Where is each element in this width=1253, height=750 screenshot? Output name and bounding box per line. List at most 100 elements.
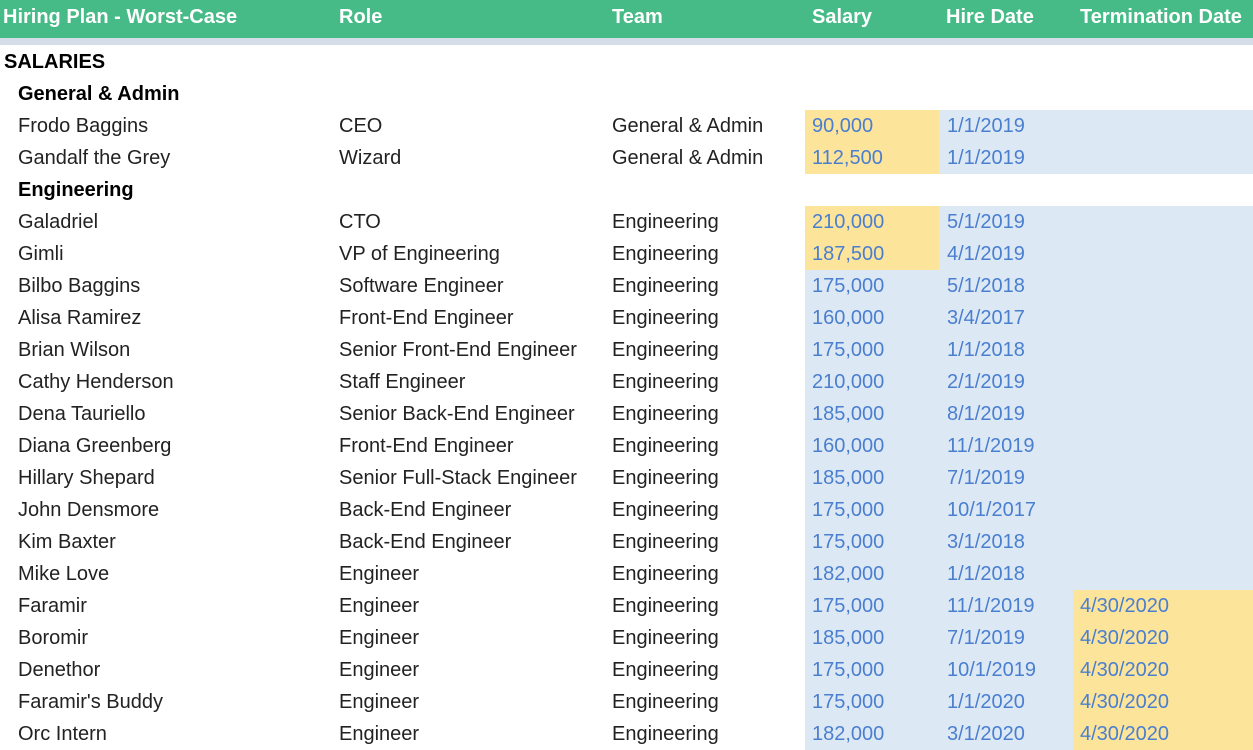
name-cell[interactable]: Orc Intern xyxy=(18,723,107,745)
team-cell[interactable]: Engineering xyxy=(612,531,719,553)
team-cell[interactable]: Engineering xyxy=(612,211,719,233)
role-cell[interactable]: Engineer xyxy=(339,659,420,681)
role-cell[interactable]: Wizard xyxy=(339,147,402,169)
name-cell[interactable]: Faramir's Buddy xyxy=(18,691,163,713)
sheet-title[interactable]: Hiring Plan - Worst-Case xyxy=(3,6,238,28)
salary-cell[interactable]: 160,000 xyxy=(805,302,939,334)
team-cell[interactable]: Engineering xyxy=(612,691,719,713)
name-cell[interactable]: Alisa Ramirez xyxy=(18,307,142,329)
termination-date-cell[interactable] xyxy=(1073,238,1253,270)
role-cell[interactable]: VP of Engineering xyxy=(339,243,500,265)
hire-date-cell[interactable]: 10/1/2019 xyxy=(939,654,1073,686)
team-cell[interactable]: Engineering xyxy=(612,563,719,585)
group-title[interactable]: General & Admin xyxy=(18,83,180,105)
salary-cell[interactable]: 175,000 xyxy=(805,526,939,558)
col-header-role[interactable]: Role xyxy=(339,6,383,28)
team-cell[interactable]: Engineering xyxy=(612,467,719,489)
role-cell[interactable]: Engineer xyxy=(339,691,420,713)
role-cell[interactable]: Engineer xyxy=(339,627,420,649)
termination-date-cell[interactable] xyxy=(1073,142,1253,174)
name-cell[interactable]: Faramir xyxy=(18,595,87,617)
salary-cell[interactable]: 175,000 xyxy=(805,494,939,526)
team-cell[interactable]: Engineering xyxy=(612,595,719,617)
team-cell[interactable]: General & Admin xyxy=(612,147,764,169)
termination-date-cell[interactable] xyxy=(1073,526,1253,558)
hire-date-cell[interactable]: 5/1/2019 xyxy=(939,206,1073,238)
section-title[interactable]: SALARIES xyxy=(4,51,106,73)
role-cell[interactable]: Senior Back-End Engineer xyxy=(339,403,575,425)
role-cell[interactable]: Staff Engineer xyxy=(339,371,466,393)
team-cell[interactable]: Engineering xyxy=(612,243,719,265)
hire-date-cell[interactable]: 8/1/2019 xyxy=(939,398,1073,430)
team-cell[interactable]: Engineering xyxy=(612,339,719,361)
name-cell[interactable]: Kim Baxter xyxy=(18,531,116,553)
salary-cell[interactable]: 185,000 xyxy=(805,462,939,494)
salary-cell[interactable]: 187,500 xyxy=(805,238,939,270)
role-cell[interactable]: Senior Full-Stack Engineer xyxy=(339,467,577,489)
hire-date-cell[interactable]: 3/1/2020 xyxy=(939,718,1073,750)
salary-cell[interactable]: 90,000 xyxy=(805,110,939,142)
col-header-salary[interactable]: Salary xyxy=(812,6,873,28)
team-cell[interactable]: Engineering xyxy=(612,659,719,681)
role-cell[interactable]: Engineer xyxy=(339,595,420,617)
name-cell[interactable]: Gimli xyxy=(18,243,64,265)
termination-date-cell[interactable]: 4/30/2020 xyxy=(1073,718,1253,750)
role-cell[interactable]: Engineer xyxy=(339,723,420,745)
name-cell[interactable]: Diana Greenberg xyxy=(18,435,172,457)
termination-date-cell[interactable] xyxy=(1073,398,1253,430)
salary-cell[interactable]: 210,000 xyxy=(805,206,939,238)
hire-date-cell[interactable]: 7/1/2019 xyxy=(939,622,1073,654)
hire-date-cell[interactable]: 7/1/2019 xyxy=(939,462,1073,494)
salary-cell[interactable]: 175,000 xyxy=(805,334,939,366)
name-cell[interactable]: John Densmore xyxy=(18,499,160,521)
termination-date-cell[interactable]: 4/30/2020 xyxy=(1073,622,1253,654)
role-cell[interactable]: CEO xyxy=(339,115,383,137)
group-title[interactable]: Engineering xyxy=(18,179,134,201)
role-cell[interactable]: Back-End Engineer xyxy=(339,499,512,521)
hire-date-cell[interactable]: 1/1/2018 xyxy=(939,558,1073,590)
hire-date-cell[interactable]: 1/1/2020 xyxy=(939,686,1073,718)
termination-date-cell[interactable]: 4/30/2020 xyxy=(1073,590,1253,622)
name-cell[interactable]: Dena Tauriello xyxy=(18,403,146,425)
salary-cell[interactable]: 185,000 xyxy=(805,398,939,430)
name-cell[interactable]: Galadriel xyxy=(18,211,99,233)
termination-date-cell[interactable] xyxy=(1073,430,1253,462)
salary-cell[interactable]: 175,000 xyxy=(805,590,939,622)
name-cell[interactable]: Brian Wilson xyxy=(18,339,131,361)
hire-date-cell[interactable]: 5/1/2018 xyxy=(939,270,1073,302)
hire-date-cell[interactable]: 3/1/2018 xyxy=(939,526,1073,558)
hire-date-cell[interactable]: 4/1/2019 xyxy=(939,238,1073,270)
salary-cell[interactable]: 175,000 xyxy=(805,686,939,718)
name-cell[interactable]: Denethor xyxy=(18,659,101,681)
termination-date-cell[interactable]: 4/30/2020 xyxy=(1073,654,1253,686)
role-cell[interactable]: Software Engineer xyxy=(339,275,504,297)
team-cell[interactable]: Engineering xyxy=(612,723,719,745)
termination-date-cell[interactable] xyxy=(1073,366,1253,398)
hire-date-cell[interactable]: 11/1/2019 xyxy=(939,430,1073,462)
name-cell[interactable]: Bilbo Baggins xyxy=(18,275,141,297)
salary-cell[interactable]: 210,000 xyxy=(805,366,939,398)
col-header-termination-date[interactable]: Termination Date xyxy=(1080,6,1242,28)
salary-cell[interactable]: 112,500 xyxy=(805,142,939,174)
hire-date-cell[interactable]: 1/1/2018 xyxy=(939,334,1073,366)
name-cell[interactable]: Boromir xyxy=(18,627,89,649)
name-cell[interactable]: Cathy Henderson xyxy=(18,371,174,393)
col-header-hire-date[interactable]: Hire Date xyxy=(946,6,1034,28)
hire-date-cell[interactable]: 1/1/2019 xyxy=(939,110,1073,142)
name-cell[interactable]: Gandalf the Grey xyxy=(18,147,171,169)
termination-date-cell[interactable] xyxy=(1073,494,1253,526)
name-cell[interactable]: Mike Love xyxy=(18,563,110,585)
hire-date-cell[interactable]: 10/1/2017 xyxy=(939,494,1073,526)
team-cell[interactable]: General & Admin xyxy=(612,115,764,137)
termination-date-cell[interactable] xyxy=(1073,206,1253,238)
role-cell[interactable]: Front-End Engineer xyxy=(339,307,514,329)
name-cell[interactable]: Hillary Shepard xyxy=(18,467,155,489)
termination-date-cell[interactable] xyxy=(1073,110,1253,142)
hire-date-cell[interactable]: 3/4/2017 xyxy=(939,302,1073,334)
team-cell[interactable]: Engineering xyxy=(612,307,719,329)
termination-date-cell[interactable] xyxy=(1073,302,1253,334)
role-cell[interactable]: Front-End Engineer xyxy=(339,435,514,457)
team-cell[interactable]: Engineering xyxy=(612,371,719,393)
termination-date-cell[interactable] xyxy=(1073,334,1253,366)
salary-cell[interactable]: 185,000 xyxy=(805,622,939,654)
